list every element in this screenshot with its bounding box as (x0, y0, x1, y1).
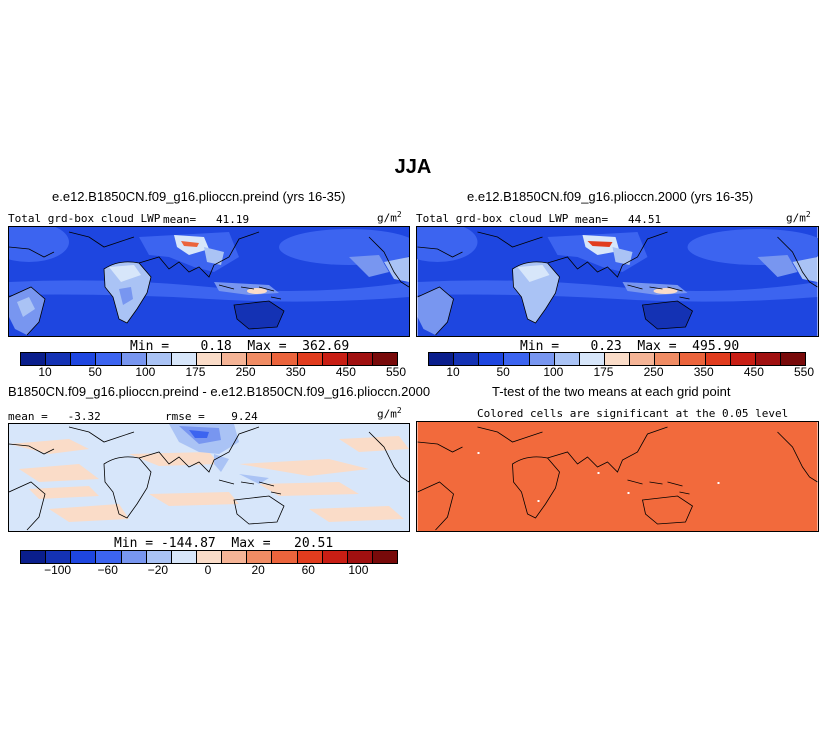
panel3-colorbar-swatch (46, 551, 72, 563)
panel2-mean: mean= 44.51 (575, 213, 662, 226)
panel3-colorbar-tick-label: −100 (44, 563, 72, 577)
panel2-colorbar-tick-label: 550 (793, 365, 815, 379)
panel1-colorbar-swatch (347, 353, 373, 365)
panel1-colorbar-swatch (71, 353, 97, 365)
panel3-colorbar-labels: −100 −60 −20 0 20 60 100 (20, 563, 396, 577)
panel1-colorbar-swatch (222, 353, 248, 365)
panel1-colorbar-swatch (297, 353, 323, 365)
panel1-minmax: Min = 0.18 Max = 362.69 (130, 339, 350, 354)
panel2-colorbar-swatch (630, 353, 656, 365)
panel3-colorbar-tick-label: 0 (204, 563, 212, 577)
panel1-colorbar-tick-label: 100 (135, 365, 156, 379)
panel3-colorbar-swatch (196, 551, 223, 563)
panel1-colorbar-swatch (322, 353, 348, 365)
panel2-colorbar-swatch (454, 353, 480, 365)
panel2-variable-label: Total grd-box cloud LWP (416, 212, 569, 225)
panel3-rmse: rmse = 9.24 (165, 410, 258, 423)
panel2-minmax: Min = 0.23 Max = 495.90 (520, 339, 740, 354)
panel3-mean: mean = -3.32 (8, 410, 101, 423)
panel1-unit: g/m2 (377, 210, 402, 225)
panel1-colorbar-swatch (272, 353, 298, 365)
panel2-title: e.e12.B1850CN.f09_g16.plioccn.2000 (yrs … (467, 189, 754, 204)
panel3-colorbar-swatch (71, 551, 97, 563)
panel2-colorbar-swatch (579, 353, 605, 365)
panel1-map (8, 226, 410, 337)
main-title: JJA (394, 156, 432, 178)
panel1-colorbar-tick-label: 250 (235, 365, 256, 379)
panel2-colorbar-swatch (604, 353, 631, 365)
panel1-colorbar-swatch (121, 353, 147, 365)
panel2-colorbar-swatch (780, 353, 806, 365)
panel1-colorbar (20, 352, 398, 366)
panel3-colorbar-swatch (372, 551, 398, 563)
panel1-colorbar-swatch (171, 353, 197, 365)
panel2-colorbar-tick-label: 50 (496, 365, 510, 379)
panel1-colorbar-swatch (372, 353, 398, 365)
panel1-colorbar-tick-label: 550 (385, 365, 407, 379)
panel2-colorbar-swatch (655, 353, 681, 365)
panel2-colorbar-swatch (680, 353, 706, 365)
panel3-colorbar-swatch (171, 551, 197, 563)
panel2-colorbar-tick-label: 350 (693, 365, 714, 379)
panel2-colorbar-labels: 10 50 100 175 250 350 450 550 (428, 365, 814, 379)
panel2-colorbar-swatch (755, 353, 781, 365)
panel3-title: B1850CN.f09_g16.plioccn.preind - e.e12.B… (8, 384, 431, 399)
panel3-colorbar-swatch (272, 551, 298, 563)
panel3-colorbar-tick-label: 20 (251, 563, 265, 577)
panel2-colorbar-swatch (529, 353, 555, 365)
panel2-colorbar-tick-label: 450 (743, 365, 764, 379)
panel3-colorbar-swatch (247, 551, 273, 563)
panel1-colorbar-tick-label: 450 (335, 365, 356, 379)
panel3-colorbar-swatch (322, 551, 348, 563)
panel2-map (416, 226, 819, 337)
panel4-map (416, 421, 819, 532)
panel2-colorbar-tick-label: 250 (643, 365, 664, 379)
panel1-title: e.e12.B1850CN.f09_g16.plioccn.preind (yr… (52, 189, 346, 204)
panel3-unit: g/m2 (377, 406, 402, 421)
panel1-variable-label: Total grd-box cloud LWP (8, 212, 161, 225)
panel2-colorbar-swatch (504, 353, 530, 365)
panel1-colorbar-swatch (46, 353, 72, 365)
panel2-colorbar-swatch (429, 353, 455, 365)
panel3-colorbar-tick-label: 100 (348, 563, 369, 577)
panel3-colorbar-swatch (222, 551, 248, 563)
panel4-subtitle: Colored cells are significant at the 0.0… (477, 407, 789, 420)
panel3-minmax: Min = -144.87 Max = 20.51 (114, 536, 334, 551)
panel1-mean: mean= 41.19 (163, 213, 250, 226)
panel1-colorbar-swatch (146, 353, 172, 365)
panel1-colorbar-swatch (21, 353, 47, 365)
panel3-colorbar-tick-label: −20 (147, 563, 169, 577)
panel3-colorbar-swatch (21, 551, 47, 563)
panel2-colorbar-swatch (554, 353, 580, 365)
panel1-colorbar-tick-label: 10 (38, 365, 52, 379)
panel2-colorbar (428, 352, 806, 366)
panel1-colorbar-swatch (96, 353, 122, 365)
panel3-colorbar-tick-label: 60 (301, 563, 315, 577)
panel4-title: T-test of the two means at each grid poi… (492, 384, 731, 399)
panel3-colorbar-swatch (121, 551, 147, 563)
panel1-colorbar-swatch (247, 353, 273, 365)
panel3-colorbar-swatch (297, 551, 323, 563)
panel3-map (8, 423, 410, 532)
panel1-colorbar-swatch (196, 353, 223, 365)
panel2-colorbar-swatch (705, 353, 731, 365)
panel3-colorbar-tick-label: −60 (97, 563, 118, 577)
panel1-colorbar-labels: 10 50 100 175 250 350 450 550 (20, 365, 406, 379)
panel2-unit: g/m2 (786, 210, 811, 225)
panel2-colorbar-tick-label: 10 (446, 365, 460, 379)
panel1-colorbar-tick-label: 50 (88, 365, 102, 379)
panel2-colorbar-swatch (730, 353, 756, 365)
panel3-colorbar-swatch (146, 551, 172, 563)
panel1-colorbar-tick-label: 175 (185, 365, 206, 379)
panel3-colorbar (20, 550, 398, 564)
panel2-colorbar-tick-label: 100 (543, 365, 564, 379)
panel1-colorbar-tick-label: 350 (285, 365, 306, 379)
panel2-colorbar-swatch (479, 353, 505, 365)
panel3-colorbar-swatch (347, 551, 373, 563)
panel2-colorbar-tick-label: 175 (593, 365, 614, 379)
panel3-colorbar-swatch (96, 551, 122, 563)
